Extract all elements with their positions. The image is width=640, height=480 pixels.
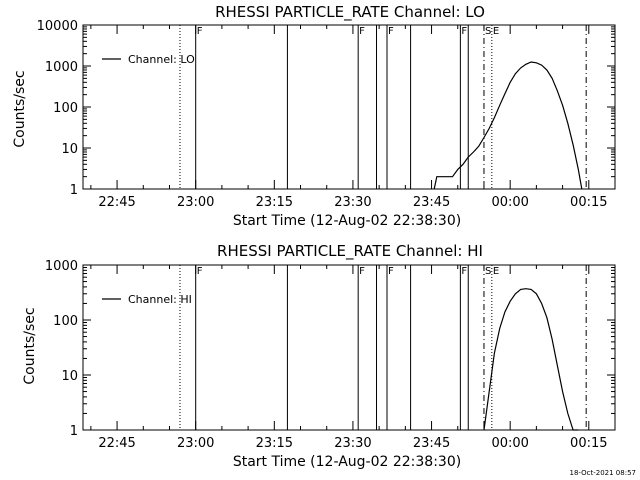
y-tick-label: 100 [53, 314, 78, 329]
event-marker-label: F [359, 26, 365, 37]
y-tick-label: 100 [53, 101, 78, 116]
legend-label: Channel: LO [128, 53, 195, 66]
event-marker-label: F [197, 266, 203, 277]
chart-panel-hi: RHESSI PARTICLE_RATE Channel: HI Start T… [22, 242, 616, 470]
x-tick-label: 23:45 [413, 195, 450, 210]
x-tick-label: 23:30 [334, 195, 371, 210]
event-marker-label: E [493, 266, 499, 277]
x-tick-label: 22:45 [98, 195, 135, 210]
series-line [483, 288, 579, 431]
x-tick-label: 00:00 [491, 436, 528, 451]
x-tick-label: 23:00 [177, 436, 214, 451]
y-tick-label: 10 [61, 142, 78, 157]
event-marker-label: E [493, 26, 499, 37]
x-tick-label: 00:15 [570, 436, 607, 451]
y-tick-label: 1 [70, 183, 78, 198]
event-marker-label: F [197, 26, 203, 37]
chart-title: RHESSI PARTICLE_RATE Channel: LO [215, 3, 485, 22]
x-tick-label: 22:45 [98, 436, 135, 451]
x-tick-label: 23:15 [256, 195, 293, 210]
x-axis-label: Start Time (12-Aug-02 22:38:30) [233, 213, 461, 229]
plot-frame [82, 264, 616, 431]
x-tick-label: 00:00 [491, 195, 528, 210]
y-axis-label: Counts/sec [22, 307, 38, 384]
x-tick-label: 00:15 [570, 195, 607, 210]
x-axis-label: Start Time (12-Aug-02 22:38:30) [233, 454, 461, 470]
event-marker-label: F [359, 266, 365, 277]
chart-title: RHESSI PARTICLE_RATE Channel: HI [217, 242, 483, 261]
event-marker-label: F [461, 266, 467, 277]
chart-panel-lo: RHESSI PARTICLE_RATE Channel: LO Start T… [12, 3, 616, 229]
event-marker-label: F [388, 26, 394, 37]
series-line [433, 61, 583, 190]
legend-label: Channel: HI [128, 293, 192, 306]
y-axis-label: Counts/sec [12, 70, 28, 147]
x-tick-label: 23:15 [256, 436, 293, 451]
y-tick-label: 1 [70, 424, 78, 439]
x-tick-label: 23:00 [177, 195, 214, 210]
event-marker-label: S [485, 266, 491, 277]
plot-frame [82, 24, 616, 190]
x-tick-label: 23:45 [413, 436, 450, 451]
y-tick-label: 1000 [45, 259, 78, 274]
y-tick-label: 1000 [45, 60, 78, 75]
footer-timestamp: 18-Oct-2021 08:57 [570, 469, 636, 477]
event-marker-label: F [388, 266, 394, 277]
event-marker-label: F [461, 26, 467, 37]
event-marker-label: S [485, 26, 491, 37]
y-tick-label: 10 [61, 369, 78, 384]
y-tick-label: 10000 [37, 19, 78, 34]
x-tick-label: 23:30 [334, 436, 371, 451]
